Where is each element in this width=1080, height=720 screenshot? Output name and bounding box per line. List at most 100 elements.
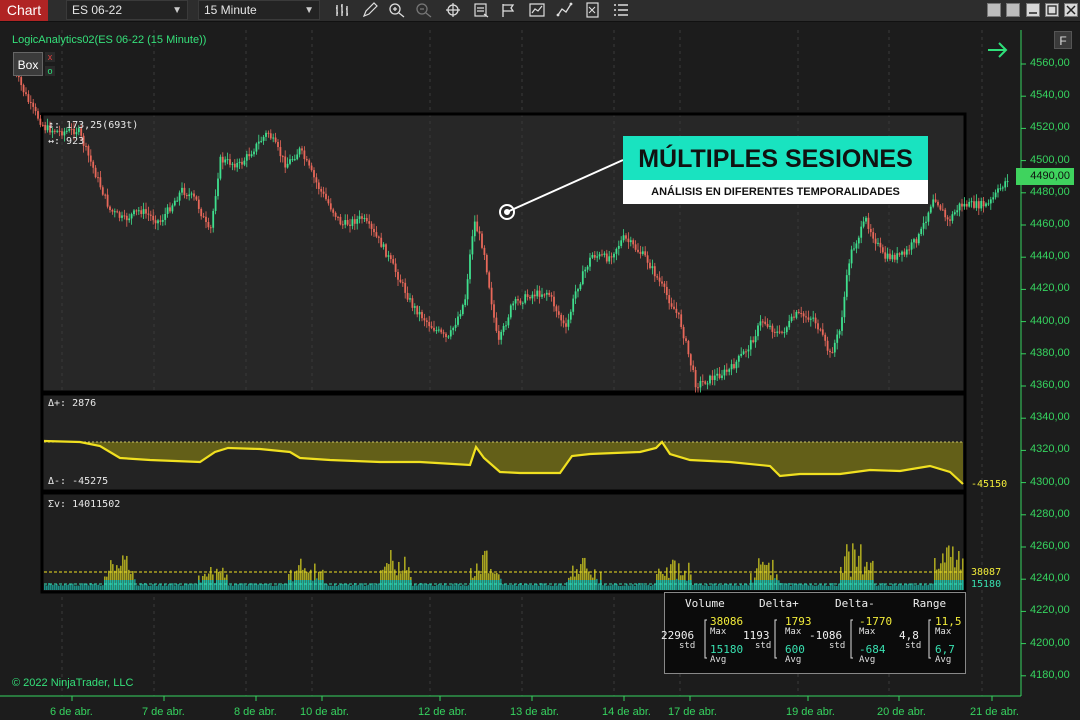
candle-body <box>245 154 248 161</box>
candle-body <box>881 247 884 253</box>
price-axis-label: 4360,00 <box>1030 379 1070 391</box>
candle-body <box>164 213 167 220</box>
time-axis-label: 21 de abr. <box>970 706 1019 718</box>
drawing-tools-icon[interactable] <box>556 2 574 18</box>
draw-pencil-icon[interactable] <box>361 2 379 18</box>
timeframe-selector[interactable]: 15 Minute ▼ <box>198 0 320 20</box>
bars-icon[interactable] <box>334 2 352 18</box>
volume-bar-base <box>108 580 110 590</box>
candle-body <box>819 329 822 331</box>
volume-bar <box>672 559 674 590</box>
volume-bar <box>428 584 430 590</box>
volume-bar-base <box>300 580 302 590</box>
last-price-tag: 4490,00 <box>1016 168 1074 185</box>
candle-body <box>226 159 229 161</box>
candle-body <box>269 133 272 139</box>
volume-bar-base <box>390 580 392 590</box>
zoom-in-icon[interactable] <box>388 2 406 18</box>
volume-bar <box>356 585 358 590</box>
candle-body <box>778 331 781 333</box>
volume-bar <box>390 550 392 590</box>
candle-body <box>173 200 176 206</box>
chevron-down-icon: ▼ <box>172 5 182 16</box>
candle-body <box>221 156 224 163</box>
strategies-icon[interactable] <box>500 2 518 18</box>
menu-icon[interactable] <box>612 2 630 18</box>
volume-bar-base <box>682 580 684 590</box>
callout-dot <box>504 209 510 215</box>
volume-bar-base <box>854 580 856 590</box>
zoom-out-icon[interactable] <box>415 2 433 18</box>
volume-bar <box>856 566 858 590</box>
candle-body <box>977 201 980 209</box>
volume-bar <box>262 584 264 590</box>
volume-bar <box>734 583 736 590</box>
volume-bar <box>214 583 216 590</box>
volume-bar <box>790 585 792 590</box>
properties-icon[interactable] <box>584 2 602 18</box>
volume-bar-base <box>384 580 386 590</box>
candle-body <box>145 209 147 214</box>
instrument-selector[interactable]: ES 06-22 ▼ <box>66 0 188 20</box>
volume-bar <box>520 583 522 590</box>
stats-volume-max-label: Max <box>710 627 727 637</box>
volume-bar <box>908 583 910 590</box>
box-toggle-button[interactable]: o <box>45 66 55 76</box>
candle-body <box>711 375 714 380</box>
restore-large-button[interactable] <box>1006 3 1020 17</box>
volume-bar <box>532 585 534 590</box>
maximize-button[interactable] <box>1045 3 1059 17</box>
candle-body <box>389 255 392 260</box>
indicators-icon[interactable] <box>528 2 546 18</box>
volume-bar <box>168 584 170 590</box>
candle-body <box>159 220 162 222</box>
volume-bar <box>426 584 428 590</box>
volume-bar <box>674 560 676 590</box>
volume-bar-base <box>294 580 296 590</box>
volume-bar-base <box>400 580 402 590</box>
f-button[interactable]: F <box>1054 31 1072 49</box>
box-close-button[interactable]: x <box>45 52 55 62</box>
close-button[interactable] <box>1064 3 1078 17</box>
candle-body <box>574 291 577 299</box>
chart-window-tab[interactable]: Chart <box>0 0 48 21</box>
volume-bar <box>756 568 758 590</box>
candle-body <box>423 318 426 321</box>
candle-body <box>353 219 356 224</box>
candle-body <box>286 163 289 168</box>
volume-bar-base <box>302 580 304 590</box>
candle-body <box>58 130 61 132</box>
volume-bar-base <box>756 580 758 590</box>
candle-body <box>896 253 899 260</box>
data-box-icon[interactable] <box>472 2 490 18</box>
candle-body <box>157 220 159 224</box>
price-axis-label: 4480,00 <box>1030 185 1070 198</box>
minimize-button[interactable] <box>1026 3 1040 17</box>
volume-bar <box>738 585 740 590</box>
volume-bar-base <box>496 580 498 590</box>
volume-bar <box>504 584 506 590</box>
box-button[interactable]: Box <box>13 52 43 76</box>
volume-bar-base <box>126 580 128 590</box>
volume-bar-base <box>570 580 572 590</box>
volume-bar <box>424 584 426 590</box>
candle-body <box>718 373 721 378</box>
candle-body <box>77 128 80 133</box>
candle-body <box>195 196 198 200</box>
volume-bar <box>346 584 348 590</box>
candle-body <box>464 299 467 306</box>
volume-bar-base <box>202 580 204 590</box>
candle-body <box>843 296 846 318</box>
volume-bar <box>930 584 932 590</box>
candle-body <box>25 92 27 95</box>
candle-body <box>255 143 258 152</box>
volume-bar <box>110 560 112 590</box>
crosshair-icon[interactable] <box>444 2 462 18</box>
volume-bar-base <box>866 580 868 590</box>
volume-bar <box>118 568 120 590</box>
candle-body <box>965 203 968 207</box>
restore-small-button[interactable] <box>987 3 1001 17</box>
price-candles <box>13 65 1009 395</box>
indicator-title: LogicAnalytics02(ES 06-22 (15 Minute)) <box>12 34 207 46</box>
